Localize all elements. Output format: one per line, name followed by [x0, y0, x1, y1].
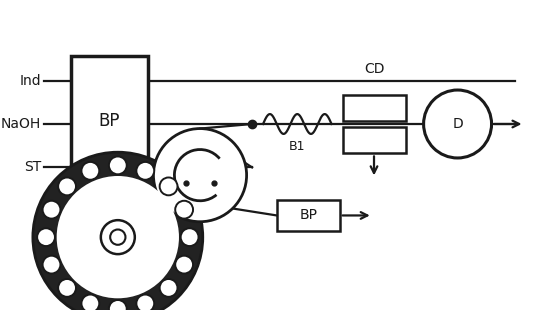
Text: ST: ST	[24, 160, 41, 175]
Text: B1: B1	[289, 140, 306, 153]
Circle shape	[109, 157, 127, 174]
Bar	[342, 127, 406, 153]
Circle shape	[153, 129, 247, 222]
Circle shape	[101, 220, 135, 254]
Bar	[277, 200, 340, 231]
Text: BP: BP	[99, 112, 121, 130]
Text: NaOH: NaOH	[1, 117, 41, 131]
Circle shape	[181, 228, 198, 246]
Circle shape	[110, 229, 125, 245]
Text: D: D	[452, 117, 463, 131]
Text: CD: CD	[364, 62, 384, 76]
Circle shape	[175, 201, 193, 219]
Bar	[342, 95, 406, 121]
Circle shape	[136, 294, 154, 310]
Circle shape	[136, 162, 154, 180]
Circle shape	[159, 178, 178, 195]
Bar	[71, 56, 148, 186]
Circle shape	[82, 162, 99, 180]
Circle shape	[43, 256, 60, 273]
Text: V1: V1	[132, 208, 148, 221]
Circle shape	[33, 152, 203, 310]
Circle shape	[175, 256, 193, 273]
Circle shape	[159, 279, 178, 297]
Circle shape	[43, 201, 60, 219]
Circle shape	[37, 228, 55, 246]
Circle shape	[58, 279, 76, 297]
Text: BP: BP	[299, 208, 317, 223]
Circle shape	[56, 176, 179, 298]
Circle shape	[424, 90, 492, 158]
Text: Ind: Ind	[20, 73, 41, 88]
Circle shape	[58, 178, 76, 195]
Circle shape	[82, 294, 99, 310]
Circle shape	[109, 300, 127, 310]
